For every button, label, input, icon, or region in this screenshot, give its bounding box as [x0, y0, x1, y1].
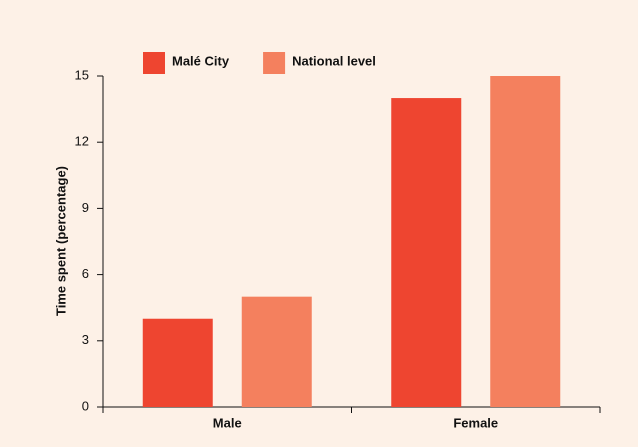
y-tick-label: 15: [75, 67, 89, 82]
y-tick-label: 9: [82, 200, 89, 215]
x-tick-label: Male: [213, 415, 242, 430]
y-tick-label: 6: [82, 266, 89, 281]
legend-swatch: [263, 52, 286, 74]
legend-label: National level: [292, 53, 376, 68]
bar: [241, 296, 312, 407]
y-tick-label: 12: [75, 134, 89, 149]
bar: [142, 318, 213, 407]
legend-label: Malé City: [172, 53, 230, 68]
y-tick-label: 3: [82, 332, 89, 347]
bar: [391, 98, 462, 408]
y-axis-label: Time spent (percentage): [53, 166, 68, 316]
x-tick-label: Female: [453, 415, 498, 430]
y-tick-label: 0: [82, 398, 89, 413]
legend-swatch: [143, 52, 165, 74]
bar: [490, 76, 561, 407]
